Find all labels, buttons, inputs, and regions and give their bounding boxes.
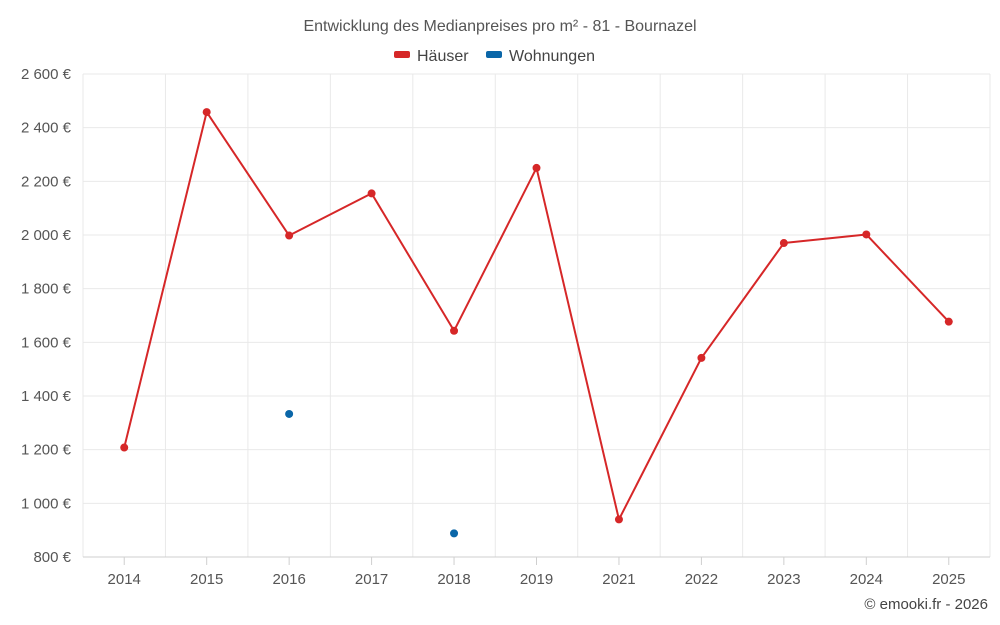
data-point[interactable]: [944, 317, 953, 326]
x-tick-label: 2018: [437, 571, 470, 588]
y-tick-label: 2 200 €: [21, 173, 72, 190]
x-tick-label: 2015: [190, 571, 223, 588]
data-point[interactable]: [532, 163, 541, 172]
y-tick-label: 1 600 €: [21, 334, 72, 351]
y-tick-label: 2 400 €: [21, 120, 72, 137]
legend-item-wohnungen[interactable]: Wohnungen: [486, 48, 595, 65]
x-tick-label: 2024: [850, 571, 883, 588]
y-tick-label: 2 600 €: [21, 66, 72, 83]
legend-item-haeuser[interactable]: Häuser: [394, 48, 469, 65]
x-tick-label: 2023: [767, 571, 800, 588]
data-point[interactable]: [697, 353, 706, 362]
y-tick-label: 1 200 €: [21, 442, 72, 459]
x-tick-label: 2019: [520, 571, 553, 588]
x-tick-label: 2017: [355, 571, 388, 588]
data-point[interactable]: [120, 443, 129, 452]
series-0: [120, 108, 953, 524]
x-tick-label: 2014: [108, 571, 141, 588]
data-point[interactable]: [285, 409, 294, 418]
legend-swatch-wohnungen: [486, 51, 502, 58]
credit-text: © emooki.fr - 2026: [864, 596, 988, 613]
series: [120, 108, 953, 538]
data-point[interactable]: [779, 239, 788, 248]
y-tick-label: 1 000 €: [21, 495, 72, 512]
x-tick-label: 2025: [932, 571, 965, 588]
data-point[interactable]: [862, 230, 871, 239]
chart-title: Entwicklung des Medianpreises pro m² - 8…: [303, 18, 696, 35]
series-1: [285, 409, 459, 538]
data-point[interactable]: [202, 108, 211, 117]
legend-label-wohnungen: Wohnungen: [509, 48, 595, 65]
y-axis: 800 € 1 000 € 1 200 € 1 400 € 1 600 € 1 800 €…: [21, 66, 72, 566]
x-tick-label: 2022: [685, 571, 718, 588]
y-tick-label: 1 400 €: [21, 388, 72, 405]
y-tick-label: 800 €: [33, 549, 71, 566]
data-point[interactable]: [614, 515, 623, 524]
data-point[interactable]: [285, 231, 294, 240]
x-tick-label: 2016: [272, 571, 305, 588]
legend-swatch-haeuser: [394, 51, 410, 58]
data-point[interactable]: [450, 326, 459, 335]
x-tick-label: 2021: [602, 571, 635, 588]
data-point[interactable]: [450, 529, 459, 538]
y-tick-label: 1 800 €: [21, 281, 72, 298]
x-axis: 2014 2015 2016 2017 2018 2019 2021 2022 2023 2024…: [83, 556, 990, 588]
data-point[interactable]: [367, 189, 376, 198]
legend-label-haeuser: Häuser: [417, 48, 469, 65]
y-tick-label: 2 000 €: [21, 227, 72, 244]
legend: Häuser Wohnungen: [394, 48, 595, 65]
grid: [82, 73, 991, 558]
